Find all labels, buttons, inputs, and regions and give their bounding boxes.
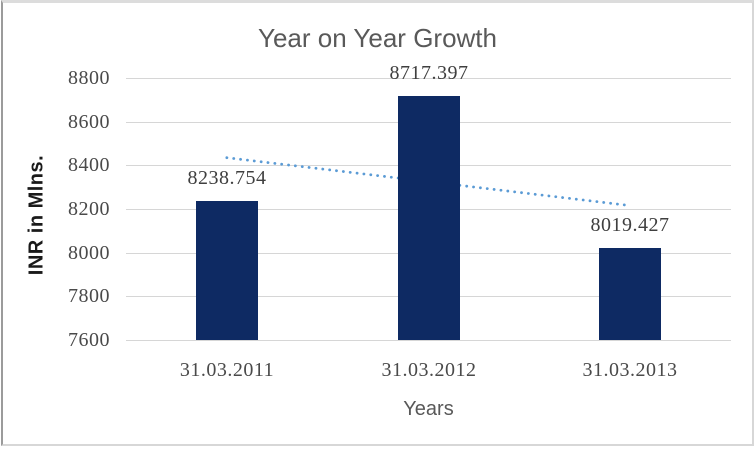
gridline: [126, 340, 731, 341]
gridline: [126, 78, 731, 79]
trendline: [225, 156, 632, 207]
category-label: 31.03.2011: [179, 359, 275, 381]
y-tick-label: 8600: [68, 110, 110, 133]
y-tick-label: 8000: [68, 241, 110, 264]
bar: [398, 96, 460, 340]
bar: [599, 248, 661, 340]
y-tick-label: 7600: [68, 329, 110, 351]
y-tick-label: 8200: [68, 198, 110, 220]
y-tick-label: 7800: [68, 285, 110, 308]
category-label: 31.03.2013: [582, 359, 678, 381]
data-label: 8238.754: [187, 167, 267, 189]
y-tick-label: 8800: [68, 67, 110, 89]
data-label: 8717.397: [389, 62, 469, 84]
category-label: 31.03.2012: [381, 359, 477, 381]
y-tick-label: 8400: [68, 154, 110, 177]
bar: [196, 201, 258, 340]
data-label: 8019.427: [590, 214, 670, 236]
chart-title: Year on Year Growth: [258, 23, 497, 53]
x-axis-title: Years: [403, 398, 454, 420]
plot-area: 8238.754 8717.397 8019.427: [126, 62, 731, 341]
